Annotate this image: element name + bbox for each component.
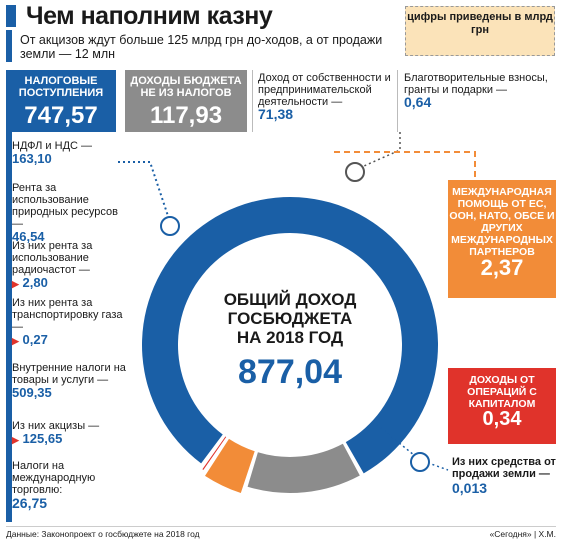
capital-ops-label: ДОХОДЫ ОТ ОПЕРАЦИЙ С КАПИТАЛОМ (467, 374, 537, 410)
land-sales: Из них средства от продажи земли — 0,013 (452, 456, 556, 496)
tax-item-excise: Из них акцизы — ▶ 125,65 (12, 420, 130, 446)
tax-item-label: Из них рента за использование радиочасто… (12, 240, 93, 276)
separator (397, 70, 398, 132)
capital-ops-value: 0,34 (482, 408, 522, 430)
slice-nontax (247, 443, 360, 494)
nontax-revenue-box: ДОХОДЫ БЮДЖЕТА НЕ ИЗ НАЛОГОВ 117,93 (125, 70, 247, 132)
tax-revenue-value: 747,57 (24, 102, 98, 129)
triangle-icon: ▶ (12, 336, 19, 346)
title-accent-bar (6, 5, 16, 27)
center-line-2: ГОСБЮДЖЕТА (227, 309, 353, 328)
nontax-revenue-value: 117,93 (149, 102, 223, 129)
page-title: Чем наполним казну (26, 2, 273, 30)
marker-land (410, 452, 430, 472)
tax-item-pdfo-vat: НДФЛ и НДС — 163,10 (12, 140, 130, 165)
tax-item-value: 509,35 (12, 385, 52, 400)
marker-nontax (345, 162, 365, 182)
connector-tax (118, 161, 171, 223)
tax-item-label: НДФЛ и НДС — (12, 140, 93, 152)
land-sales-label: Из них средства от продажи земли — (452, 456, 556, 480)
slice-intl-aid (205, 438, 255, 494)
source-note: Данные: Законопроект о госбюджете на 201… (6, 529, 200, 539)
connector-intl (334, 151, 476, 180)
charity-income-label: Благотворительные взносы, гранты и подар… (404, 72, 548, 96)
tax-item-resource-rent: Рента за использование природных ресурсо… (12, 182, 130, 243)
donut-center-label: ОБЩИЙ ДОХОД ГОСБЮДЖЕТА НА 2018 ГОД 877,0… (190, 290, 390, 392)
footer: Данные: Законопроект о госбюджете на 201… (6, 526, 556, 539)
charity-income: Благотворительные взносы, гранты и подар… (404, 72, 554, 110)
tax-revenue-box: НАЛОГОВЫЕ ПОСТУПЛЕНИЯ 747,57 (6, 70, 116, 132)
intl-aid-box: МЕЖДУНАРОДНАЯ ПОМОЩЬ ОТ ЕС, ООН, НАТО, О… (448, 180, 556, 298)
lead-accent-bar (6, 30, 12, 62)
tax-item-domestic-goods: Внутренние налоги на товары и услуги — 5… (12, 362, 130, 399)
charity-income-value: 0,64 (404, 94, 432, 110)
connector-nontax (354, 132, 401, 171)
tax-item-value: 26,75 (12, 495, 48, 511)
nontax-revenue-label: ДОХОДЫ БЮДЖЕТА НЕ ИЗ НАЛОГОВ (130, 75, 242, 99)
tax-item-label: Внутренние налоги на товары и услуги — (12, 362, 126, 386)
property-income-value: 71,38 (258, 106, 294, 122)
tax-item-value: 163,10 (12, 151, 52, 166)
tax-breakdown-column (6, 132, 134, 522)
credit-note: «Сегодня» | Х.М. (489, 529, 556, 539)
tax-item-radio-rent: Из них рента за использование радиочасто… (12, 240, 130, 290)
tax-item-label: Из них рента за транспортировку газа — (12, 297, 123, 333)
tax-item-label: Из них акцизы — (12, 420, 100, 432)
separator (252, 70, 253, 132)
lead-text: От акцизов ждут больше 125 млрд грн до-х… (20, 33, 383, 61)
triangle-icon: ▶ (12, 435, 19, 445)
tax-item-label: Налоги на международную торговлю: (12, 460, 96, 496)
center-line-1: ОБЩИЙ ДОХОД (223, 290, 357, 309)
tax-item-value: 0,27 (22, 332, 48, 347)
tax-item-value: 125,65 (22, 431, 63, 446)
center-line-3: НА 2018 ГОД (236, 328, 344, 347)
tax-revenue-label: НАЛОГОВЫЕ ПОСТУПЛЕНИЯ (18, 75, 104, 99)
capital-ops-box: ДОХОДЫ ОТ ОПЕРАЦИЙ С КАПИТАЛОМ 0,34 (448, 368, 556, 444)
tax-item-label: Рента за использование природных ресурсо… (12, 182, 118, 230)
land-sales-value: 0,013 (452, 480, 488, 496)
marker-tax (160, 216, 180, 236)
intl-aid-label: МЕЖДУНАРОДНАЯ ПОМОЩЬ ОТ ЕС, ООН, НАТО, О… (449, 186, 555, 258)
tax-item-value: 46,54 (12, 229, 45, 244)
tax-item-value: 2,80 (22, 275, 48, 290)
property-income-label: Доход от собственности и предприниматель… (258, 72, 391, 108)
slice-capital (202, 436, 227, 470)
tax-item-gas-rent: Из них рента за транспортировку газа — ▶… (12, 297, 130, 347)
triangle-icon: ▶ (12, 279, 19, 289)
units-note: цифры приведены в млрд грн (405, 6, 555, 56)
center-total-value: 877,04 (238, 353, 342, 391)
property-income: Доход от собственности и предприниматель… (258, 72, 392, 122)
tax-item-intl-trade: Налоги на международную торговлю: 26,75 (12, 460, 130, 511)
intl-aid-value: 2,37 (480, 255, 524, 280)
